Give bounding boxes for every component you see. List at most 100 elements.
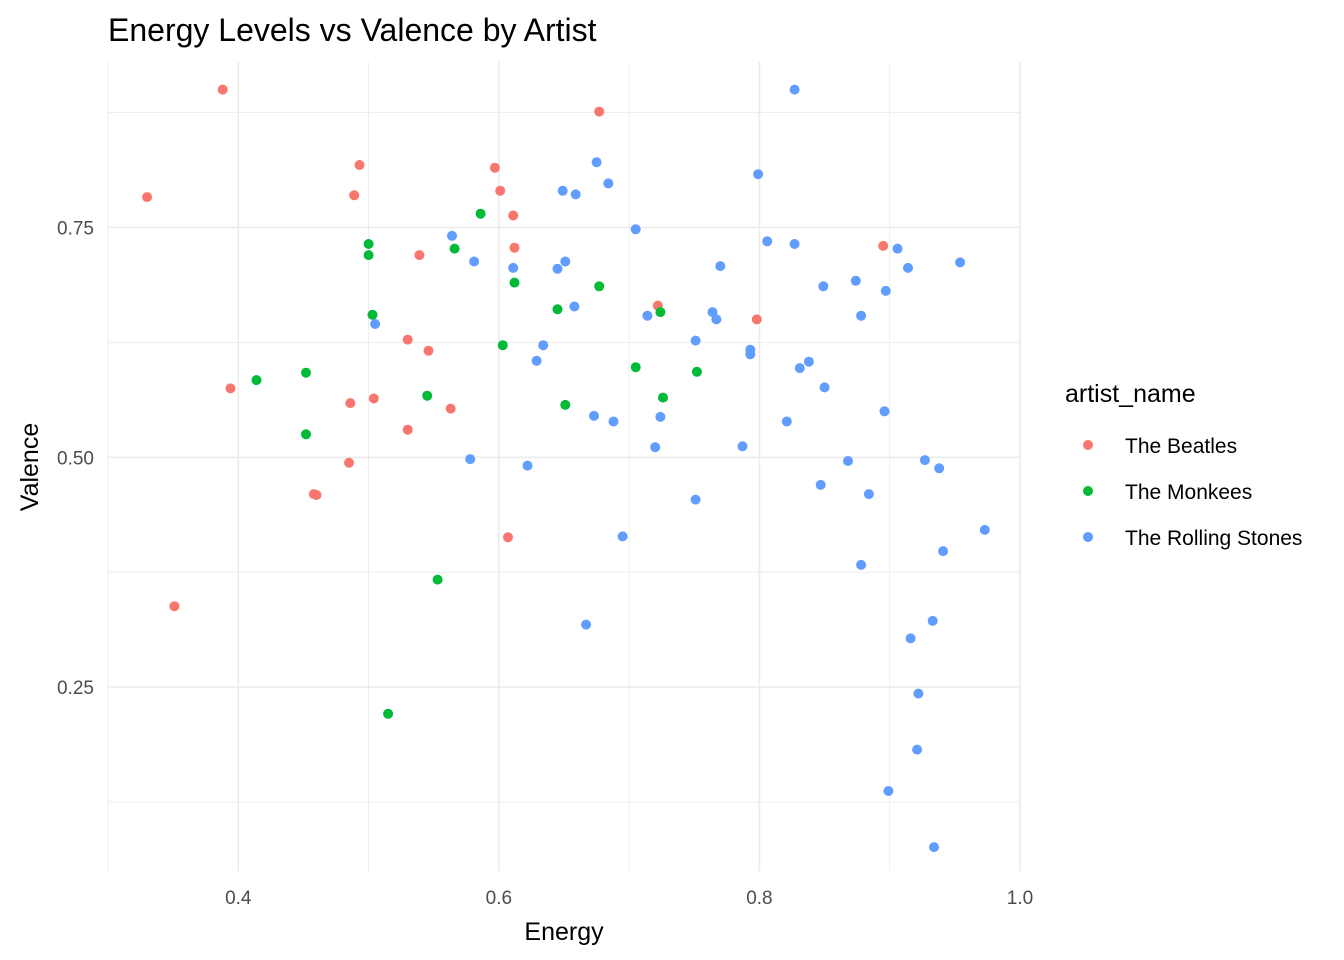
- x-tick-label: 0.6: [486, 888, 512, 909]
- y-tick-label: 0.50: [57, 448, 94, 469]
- data-point-the-rolling-stones: [690, 494, 701, 505]
- data-point-the-rolling-stones: [794, 363, 805, 374]
- data-point-the-rolling-stones: [912, 744, 923, 755]
- data-point-the-monkees: [251, 375, 262, 386]
- data-point-the-beatles: [217, 84, 228, 95]
- data-point-the-rolling-stones: [508, 262, 519, 273]
- data-point-the-beatles: [402, 334, 413, 345]
- legend-label: The Monkees: [1125, 481, 1252, 504]
- data-point-the-monkees: [475, 208, 486, 219]
- data-point-the-rolling-stones: [569, 301, 580, 312]
- data-point-the-rolling-stones: [883, 786, 894, 796]
- data-point-the-beatles: [345, 398, 356, 409]
- legend-key-marker: [1083, 532, 1093, 542]
- data-point-the-beatles: [495, 185, 506, 196]
- data-point-the-monkees: [301, 367, 311, 378]
- data-point-the-monkees: [449, 243, 460, 254]
- data-point-the-monkees: [655, 307, 666, 318]
- data-point-the-beatles: [402, 424, 413, 435]
- data-point-the-beatles: [509, 242, 520, 253]
- legend-key-marker: [1083, 486, 1093, 496]
- data-point-the-beatles: [423, 345, 434, 356]
- data-point-the-rolling-stones: [690, 335, 701, 346]
- data-point-the-rolling-stones: [879, 406, 890, 417]
- data-point-the-rolling-stones: [531, 355, 542, 366]
- data-point-the-rolling-stones: [538, 340, 549, 351]
- data-point-the-rolling-stones: [919, 455, 930, 466]
- data-point-the-monkees: [301, 429, 311, 440]
- data-point-the-rolling-stones: [370, 319, 381, 329]
- data-points: [142, 84, 990, 853]
- data-point-the-beatles: [142, 192, 153, 203]
- data-point-the-beatles: [594, 106, 605, 117]
- data-point-the-monkees: [509, 277, 520, 288]
- data-point-the-rolling-stones: [903, 262, 913, 273]
- data-point-the-rolling-stones: [753, 169, 764, 180]
- data-point-the-rolling-stones: [929, 842, 939, 853]
- data-point-the-rolling-stones: [737, 441, 748, 452]
- data-point-the-rolling-stones: [557, 185, 568, 196]
- data-point-the-rolling-stones: [447, 230, 457, 241]
- data-point-the-rolling-stones: [979, 524, 990, 535]
- data-point-the-rolling-stones: [850, 275, 861, 286]
- data-point-the-beatles: [311, 490, 322, 500]
- data-point-the-rolling-stones: [789, 84, 800, 95]
- data-point-the-beatles: [225, 383, 236, 394]
- data-point-the-beatles: [751, 314, 762, 325]
- data-point-the-rolling-stones: [905, 633, 916, 644]
- chart-title: Energy Levels vs Valence by Artist: [108, 12, 597, 48]
- data-point-the-monkees: [691, 366, 702, 377]
- data-point-the-beatles: [414, 250, 425, 261]
- data-point-the-rolling-stones: [856, 310, 867, 321]
- data-point-the-rolling-stones: [934, 463, 945, 474]
- data-point-the-rolling-stones: [892, 243, 903, 254]
- x-tick-label: 0.4: [225, 888, 252, 909]
- data-point-the-rolling-stones: [789, 239, 800, 249]
- data-point-the-rolling-stones: [818, 281, 829, 292]
- data-point-the-rolling-stones: [815, 479, 826, 490]
- data-point-the-rolling-stones: [650, 442, 661, 453]
- data-point-the-rolling-stones: [617, 531, 628, 542]
- data-point-the-rolling-stones: [603, 178, 614, 189]
- legend-title: artist_name: [1065, 380, 1196, 408]
- data-point-the-rolling-stones: [591, 157, 602, 168]
- data-point-the-beatles: [508, 210, 519, 221]
- data-point-the-rolling-stones: [465, 454, 476, 465]
- data-point-the-rolling-stones: [560, 256, 571, 267]
- data-point-the-rolling-stones: [819, 382, 830, 393]
- data-point-the-monkees: [658, 392, 668, 403]
- data-point-the-monkees: [497, 340, 508, 351]
- data-point-the-rolling-stones: [552, 263, 563, 274]
- y-tick-label: 0.25: [57, 678, 94, 699]
- data-point-the-monkees: [552, 304, 563, 315]
- grid-lines: [107, 62, 1021, 871]
- data-point-the-rolling-stones: [469, 256, 480, 267]
- data-point-the-monkees: [560, 399, 571, 410]
- legend-key-marker: [1083, 440, 1093, 450]
- data-point-the-rolling-stones: [955, 257, 966, 268]
- data-point-the-monkees: [432, 574, 443, 585]
- legend-items: The Beatles The Monkees The Rolling Stones: [1083, 435, 1302, 550]
- data-point-the-monkees: [422, 390, 433, 401]
- data-point-the-rolling-stones: [642, 310, 653, 321]
- data-point-the-beatles: [503, 532, 513, 543]
- data-point-the-rolling-stones: [863, 489, 874, 500]
- data-point-the-beatles: [489, 162, 500, 173]
- data-point-the-rolling-stones: [803, 356, 814, 367]
- data-point-the-beatles: [354, 160, 365, 170]
- data-point-the-rolling-stones: [608, 416, 619, 427]
- data-point-the-rolling-stones: [711, 314, 722, 325]
- data-point-the-rolling-stones: [913, 688, 924, 699]
- data-point-the-monkees: [363, 250, 374, 261]
- y-axis-title: Valence: [16, 423, 44, 512]
- data-point-the-beatles: [349, 190, 360, 201]
- data-point-the-monkees: [594, 281, 605, 292]
- data-point-the-beatles: [445, 403, 456, 414]
- data-point-the-monkees: [383, 708, 394, 719]
- legend-label: The Rolling Stones: [1125, 527, 1302, 550]
- data-point-the-rolling-stones: [715, 261, 726, 272]
- tick-labels: 0.4 0.6 0.8 1.0 0.25 0.50 0.75: [57, 218, 1033, 909]
- legend: artist_name The Beatles The Monkees The Ro…: [1065, 380, 1302, 550]
- data-point-the-rolling-stones: [655, 411, 666, 422]
